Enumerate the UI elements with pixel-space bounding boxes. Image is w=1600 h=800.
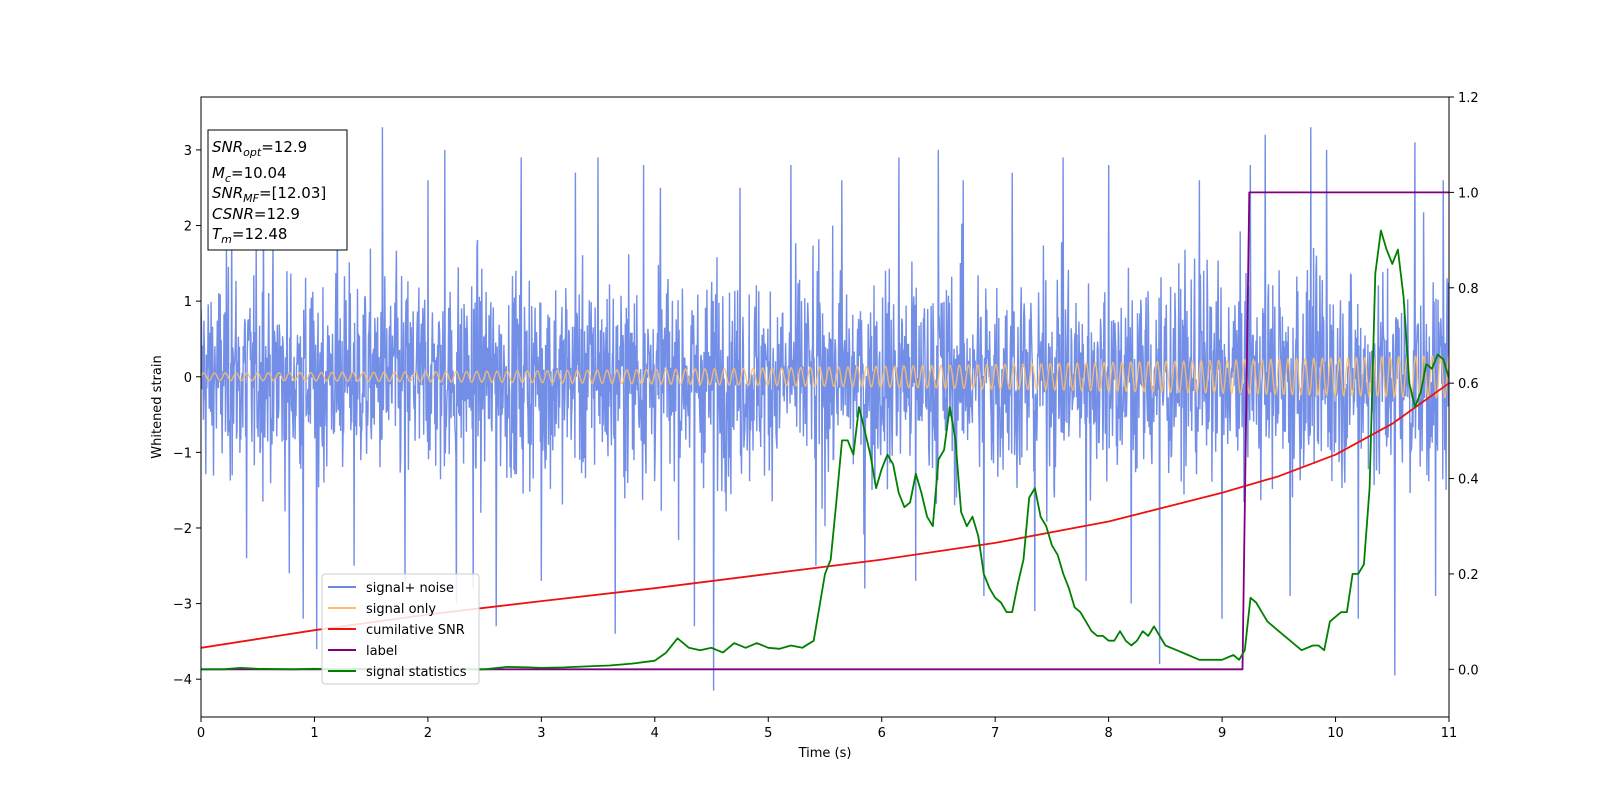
left-y-tick-label: 1 — [184, 295, 192, 310]
series-line-signal-plus-noise — [201, 127, 1449, 691]
left-y-tick-label: −3 — [173, 598, 192, 613]
x-tick-label: 6 — [878, 726, 886, 741]
x-tick-label: 0 — [197, 726, 205, 741]
right-y-tick-label: 1.2 — [1458, 91, 1479, 106]
x-tick-label: 8 — [1104, 726, 1112, 741]
x-tick-label: 4 — [651, 726, 659, 741]
right-y-tick-label: 0.6 — [1458, 377, 1479, 392]
snr-opt-line: SNRopt=12.9 — [212, 138, 307, 159]
csnr-line: CSNR=12.9 — [212, 205, 300, 223]
x-tick-label: 5 — [764, 726, 772, 741]
snr-mf-line: SNRMF=[12.03] — [212, 184, 326, 205]
left-y-axis: −4 −3 −2 −1 0 1 2 3 — [173, 144, 201, 688]
x-tick-label: 1 — [310, 726, 318, 741]
x-tick-label: 7 — [991, 726, 999, 741]
right-y-tick-label: 1.0 — [1458, 186, 1479, 201]
legend-label: signal+ noise — [366, 581, 454, 596]
right-y-tick-label: 0.8 — [1458, 282, 1479, 297]
left-y-tick-label: 0 — [184, 371, 192, 386]
parameter-info-box: SNRopt=12.9 Mc=10.04 SNRMF=[12.03] CSNR=… — [207, 129, 348, 251]
y-axis-label: Whitened strain — [150, 355, 165, 458]
mc-line: Mc=10.04 — [212, 164, 287, 185]
x-axis: 0 1 2 3 4 5 6 7 8 9 10 11 — [197, 717, 1457, 741]
x-tick-label: 11 — [1441, 726, 1458, 741]
left-y-tick-label: 3 — [184, 144, 192, 159]
x-tick-label: 3 — [537, 726, 545, 741]
right-y-tick-label: 0.2 — [1458, 568, 1479, 583]
plot-frame — [200, 96, 1450, 718]
tm-line: Tm=12.48 — [212, 225, 287, 246]
left-y-tick-label: −4 — [173, 673, 192, 688]
x-tick-label: 10 — [1327, 726, 1344, 741]
right-y-axis: 0.0 0.2 0.4 0.6 0.8 1.0 1.2 — [1449, 91, 1479, 678]
left-y-tick-label: −2 — [173, 522, 192, 537]
legend-label: cumilative SNR — [366, 623, 465, 638]
left-y-tick-label: 2 — [184, 220, 192, 235]
x-axis-label: Time (s) — [798, 746, 852, 761]
series-line-signal-only — [201, 354, 1449, 400]
x-tick-label: 2 — [424, 726, 432, 741]
left-y-tick-label: −1 — [173, 446, 192, 461]
legend-label: signal only — [366, 602, 436, 617]
right-y-tick-label: 0.0 — [1458, 663, 1479, 678]
right-y-tick-label: 0.4 — [1458, 473, 1479, 488]
legend-label: label — [366, 644, 397, 659]
x-tick-label: 9 — [1218, 726, 1226, 741]
series-line-signal-statistics — [201, 229, 1449, 671]
legend-label: signal statistics — [366, 665, 467, 680]
legend: signal+ noise signal only cumilative SNR la… — [321, 573, 480, 685]
series-line-label — [201, 191, 1449, 671]
